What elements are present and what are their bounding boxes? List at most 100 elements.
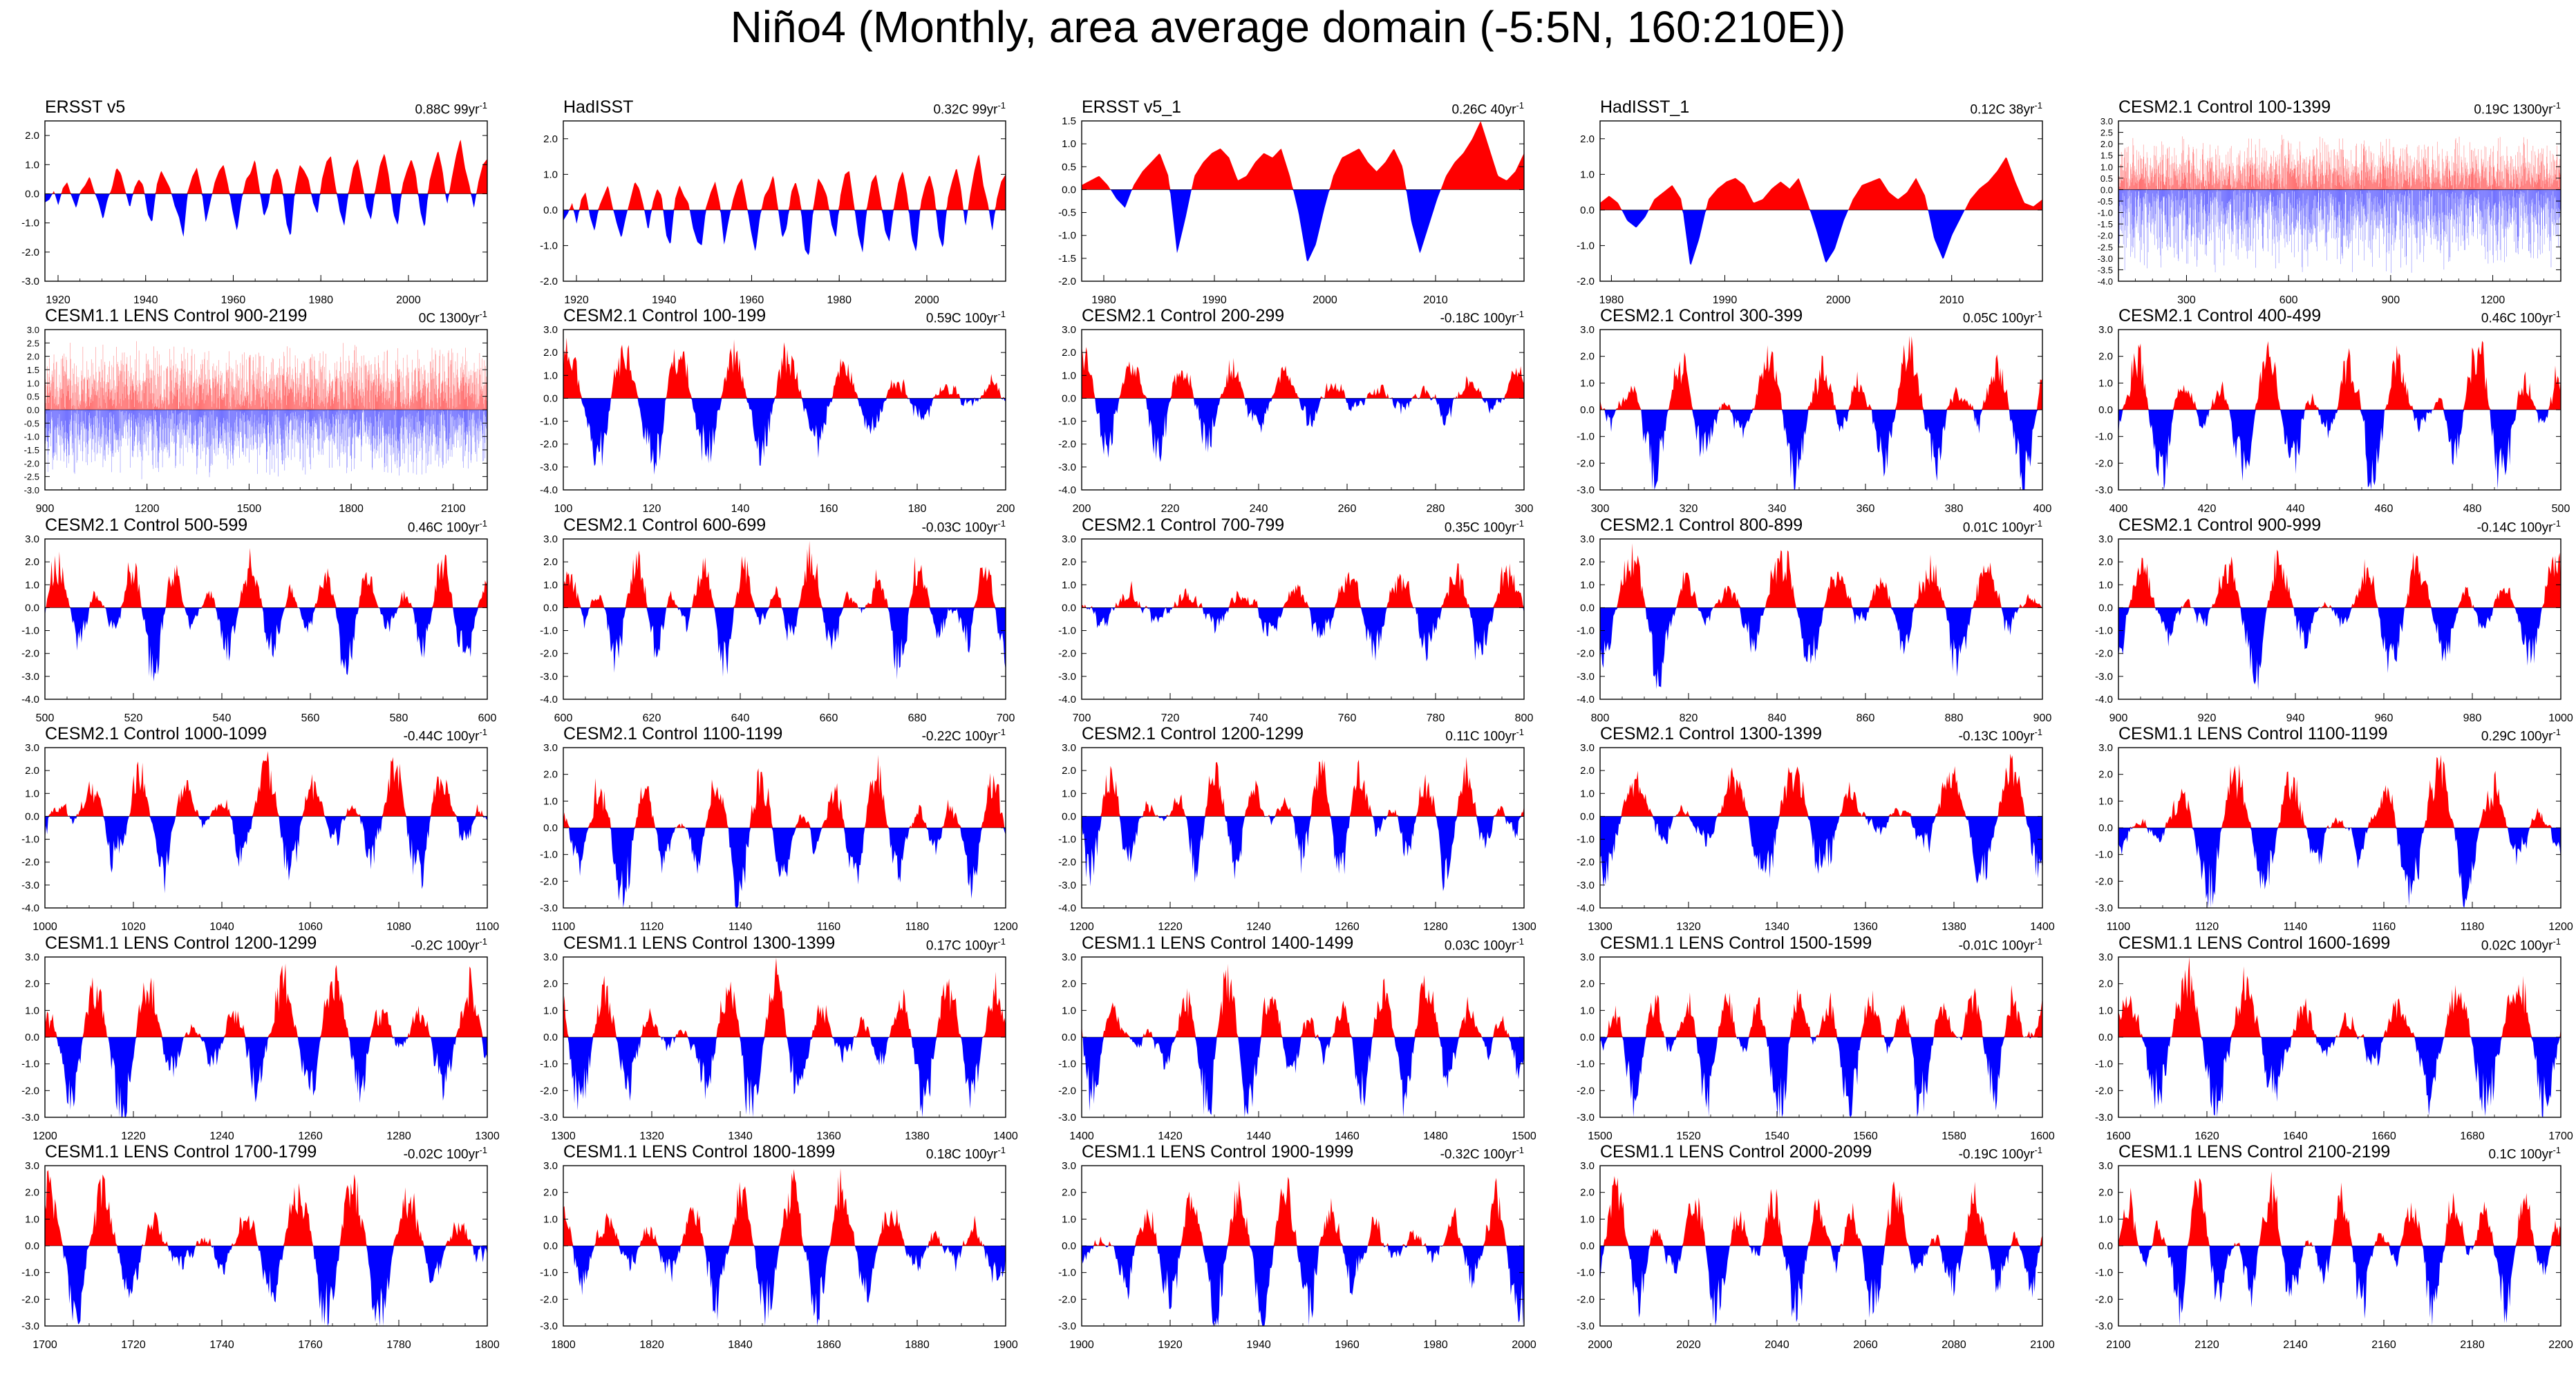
x-tick-label: 1980 <box>827 294 852 306</box>
plot-frame <box>44 120 488 282</box>
y-tick-label: -2.0 <box>540 276 558 287</box>
x-tick-label: 1920 <box>564 294 589 306</box>
chart-plot-area: -3.0 -2.0 -1.0 0.0 1.0 2.0 1920 1940 1960 1980 200… <box>21 120 488 306</box>
y-tick-label: -1.0 <box>540 240 558 252</box>
x-tick-label: 1980 <box>308 294 333 306</box>
x-tick-label: 1990 <box>1713 294 1738 306</box>
y-tick-label: -3.0 <box>21 276 39 287</box>
chart-plot-area: -2.0 -1.0 0.0 1.0 2.0 1920 1940 1960 1980 2000 <box>540 120 1006 306</box>
x-tick-label: 2000 <box>1313 294 1337 306</box>
y-tick-label: -1.0 <box>1577 240 1595 252</box>
chart-panel: HadISST 0.32C 99yr-1 -2.0 -1.0 0.0 1.0 2.0 1920… <box>540 97 1006 310</box>
trend-label: 0.26C 40yr-1 <box>1451 100 1524 117</box>
plot-group: -2.0 -1.0 0.0 1.0 2.0 1920 1940 1960 1980 2000 <box>540 120 1006 306</box>
negative-area <box>1082 189 1524 262</box>
trend-label: 0.88C 99yr-1 <box>415 100 487 117</box>
chart-panel: CESM1.1 LENS Control 900-2199 0C 1300yr-1… <box>24 306 488 519</box>
trend-exponent: -1 <box>479 100 487 111</box>
plot-group: -2.0 -1.0 0.0 1.0 2.0 1980 1990 2000 2010 <box>1577 120 2043 306</box>
negative-area <box>45 193 487 237</box>
x-tick-label: 900 <box>2381 294 2400 306</box>
trend-label: 0C 1300yr-1 <box>418 309 487 326</box>
panel-title: HadISST <box>563 97 634 117</box>
figure-title: Niño4 (Monthly, area average domain (-5:… <box>730 2 1846 52</box>
panel-title: ERSST v5 <box>45 97 126 117</box>
plot-group: -2.0 -1.5 -1.0 -0.5 0.0 0.5 1.0 1.5 1980 1990 2000… <box>1058 115 1525 306</box>
y-tick-label: -1.0 <box>1058 230 1076 242</box>
chart-panel: ERSST v5_1 0.26C 40yr-1 -2.0 -1.5 -1.0 -0.5 0.… <box>1058 97 1525 310</box>
x-tick-label: 300 <box>2177 294 2196 306</box>
y-tick-label: 1.0 <box>1062 138 1076 150</box>
y-tick-label: -2.5 <box>2098 242 2113 252</box>
negative-area <box>563 209 1006 256</box>
y-tick-label: -1.0 <box>2098 208 2113 218</box>
y-tick-label: -2.0 <box>1058 276 1076 287</box>
panel-title: CESM1.1 LENS Control 900-2199 <box>45 306 308 325</box>
y-tick-label: 0.5 <box>1062 161 1076 173</box>
dense-series <box>2118 135 2561 274</box>
y-tick-label: 0.0 <box>25 188 39 200</box>
panel-title: HadISST_1 <box>1600 97 1690 117</box>
y-tick-label: 0.0 <box>543 205 558 216</box>
trend-exponent: -1 <box>997 100 1006 111</box>
trend-label: 0.19C 1300yr-1 <box>2474 100 2561 117</box>
y-tick-label: 1.0 <box>1580 169 1595 180</box>
positive-area <box>1082 121 1524 190</box>
dense-series <box>45 341 487 480</box>
y-tick-label: 1.5 <box>2100 151 2113 161</box>
y-tick-label: 2.0 <box>543 133 558 145</box>
y-tick-label: -2.0 <box>2098 231 2113 241</box>
y-tick-label: 0.5 <box>2100 173 2113 184</box>
panel-title: CESM2.1 Control 100-1399 <box>2118 97 2331 117</box>
plot-group: -3.0-2.5-2.0-1.5-1.0-0.50.00.51.01.52.02… <box>24 325 488 515</box>
trend-label: 0.12C 38yr-1 <box>1970 100 2042 117</box>
y-tick-label: -1.5 <box>2098 219 2113 229</box>
x-tick-label: 600 <box>2279 294 2298 306</box>
x-tick-label: 1960 <box>740 294 764 306</box>
y-tick-label: -2.0 <box>1577 276 1595 287</box>
chart-panel: ERSST v5 0.88C 99yr-1 -3.0 -2.0 -1.0 0.0 1.0 2.… <box>21 97 488 310</box>
y-tick-label: -1.0 <box>21 218 39 229</box>
y-tick-label: 1.5 <box>1062 115 1076 127</box>
y-tick-label: -4.0 <box>2098 276 2113 287</box>
positive-area <box>45 140 487 194</box>
x-tick-label: 2000 <box>396 294 421 306</box>
y-tick-label: 1.0 <box>543 169 558 180</box>
chart-panel: HadISST_1 0.12C 38yr-1 -2.0 -1.0 0.0 1.0 2.0 19… <box>1577 97 2043 310</box>
x-tick-label: 1960 <box>221 294 246 306</box>
x-tick-label: 2000 <box>914 294 939 306</box>
trend-exponent: -1 <box>479 309 487 319</box>
positive-area <box>563 154 1006 210</box>
y-tick-label: 2.5 <box>2100 128 2113 138</box>
x-tick-label: 1980 <box>1091 294 1116 306</box>
negative-area <box>1600 209 2042 265</box>
positive-area <box>1600 157 2042 210</box>
chart-plot-area: -3.0-2.5-2.0-1.5-1.0-0.50.00.51.01.52.02… <box>24 325 488 515</box>
trend-exponent: -1 <box>2034 100 2042 111</box>
chart-plot-area: -4.0-3.5-3.0-2.5-2.0-1.5-1.0-0.50.00.51.… <box>2098 116 2561 306</box>
trend-exponent: -1 <box>1516 100 1524 111</box>
y-tick-label: 2.0 <box>1580 133 1595 145</box>
y-tick-label: 1.0 <box>2100 162 2113 172</box>
chart-plot-area: -2.0 -1.0 0.0 1.0 2.0 1980 1990 2000 2010 <box>1577 120 2043 306</box>
chart-plot-area: -2.0 -1.5 -1.0 -0.5 0.0 0.5 1.0 1.5 1980 1990 2000… <box>1058 115 1525 306</box>
y-tick-label: -3.0 <box>2098 254 2113 264</box>
x-tick-label: 1990 <box>1202 294 1227 306</box>
x-tick-label: 2000 <box>1826 294 1851 306</box>
x-tick-label: 2010 <box>1423 294 1448 306</box>
x-tick-label: 1940 <box>133 294 158 306</box>
y-tick-label: 0.0 <box>1580 205 1595 216</box>
y-tick-label: -2.0 <box>21 247 39 258</box>
y-tick-label: -3.5 <box>2098 265 2113 275</box>
x-tick-label: 2010 <box>1939 294 1964 306</box>
y-tick-label: -0.5 <box>2098 196 2113 207</box>
y-tick-label: 2.0 <box>2100 139 2113 149</box>
y-tick-label: -1.5 <box>1058 253 1076 265</box>
x-tick-label: 1920 <box>46 294 70 306</box>
x-tick-label: 1980 <box>1599 294 1624 306</box>
y-tick-label: 3.0 <box>2100 116 2113 126</box>
plot-frame <box>563 120 1006 282</box>
plot-frame <box>1599 120 2043 282</box>
x-tick-label: 1940 <box>652 294 677 306</box>
trend-label: 0.32C 99yr-1 <box>933 100 1006 117</box>
